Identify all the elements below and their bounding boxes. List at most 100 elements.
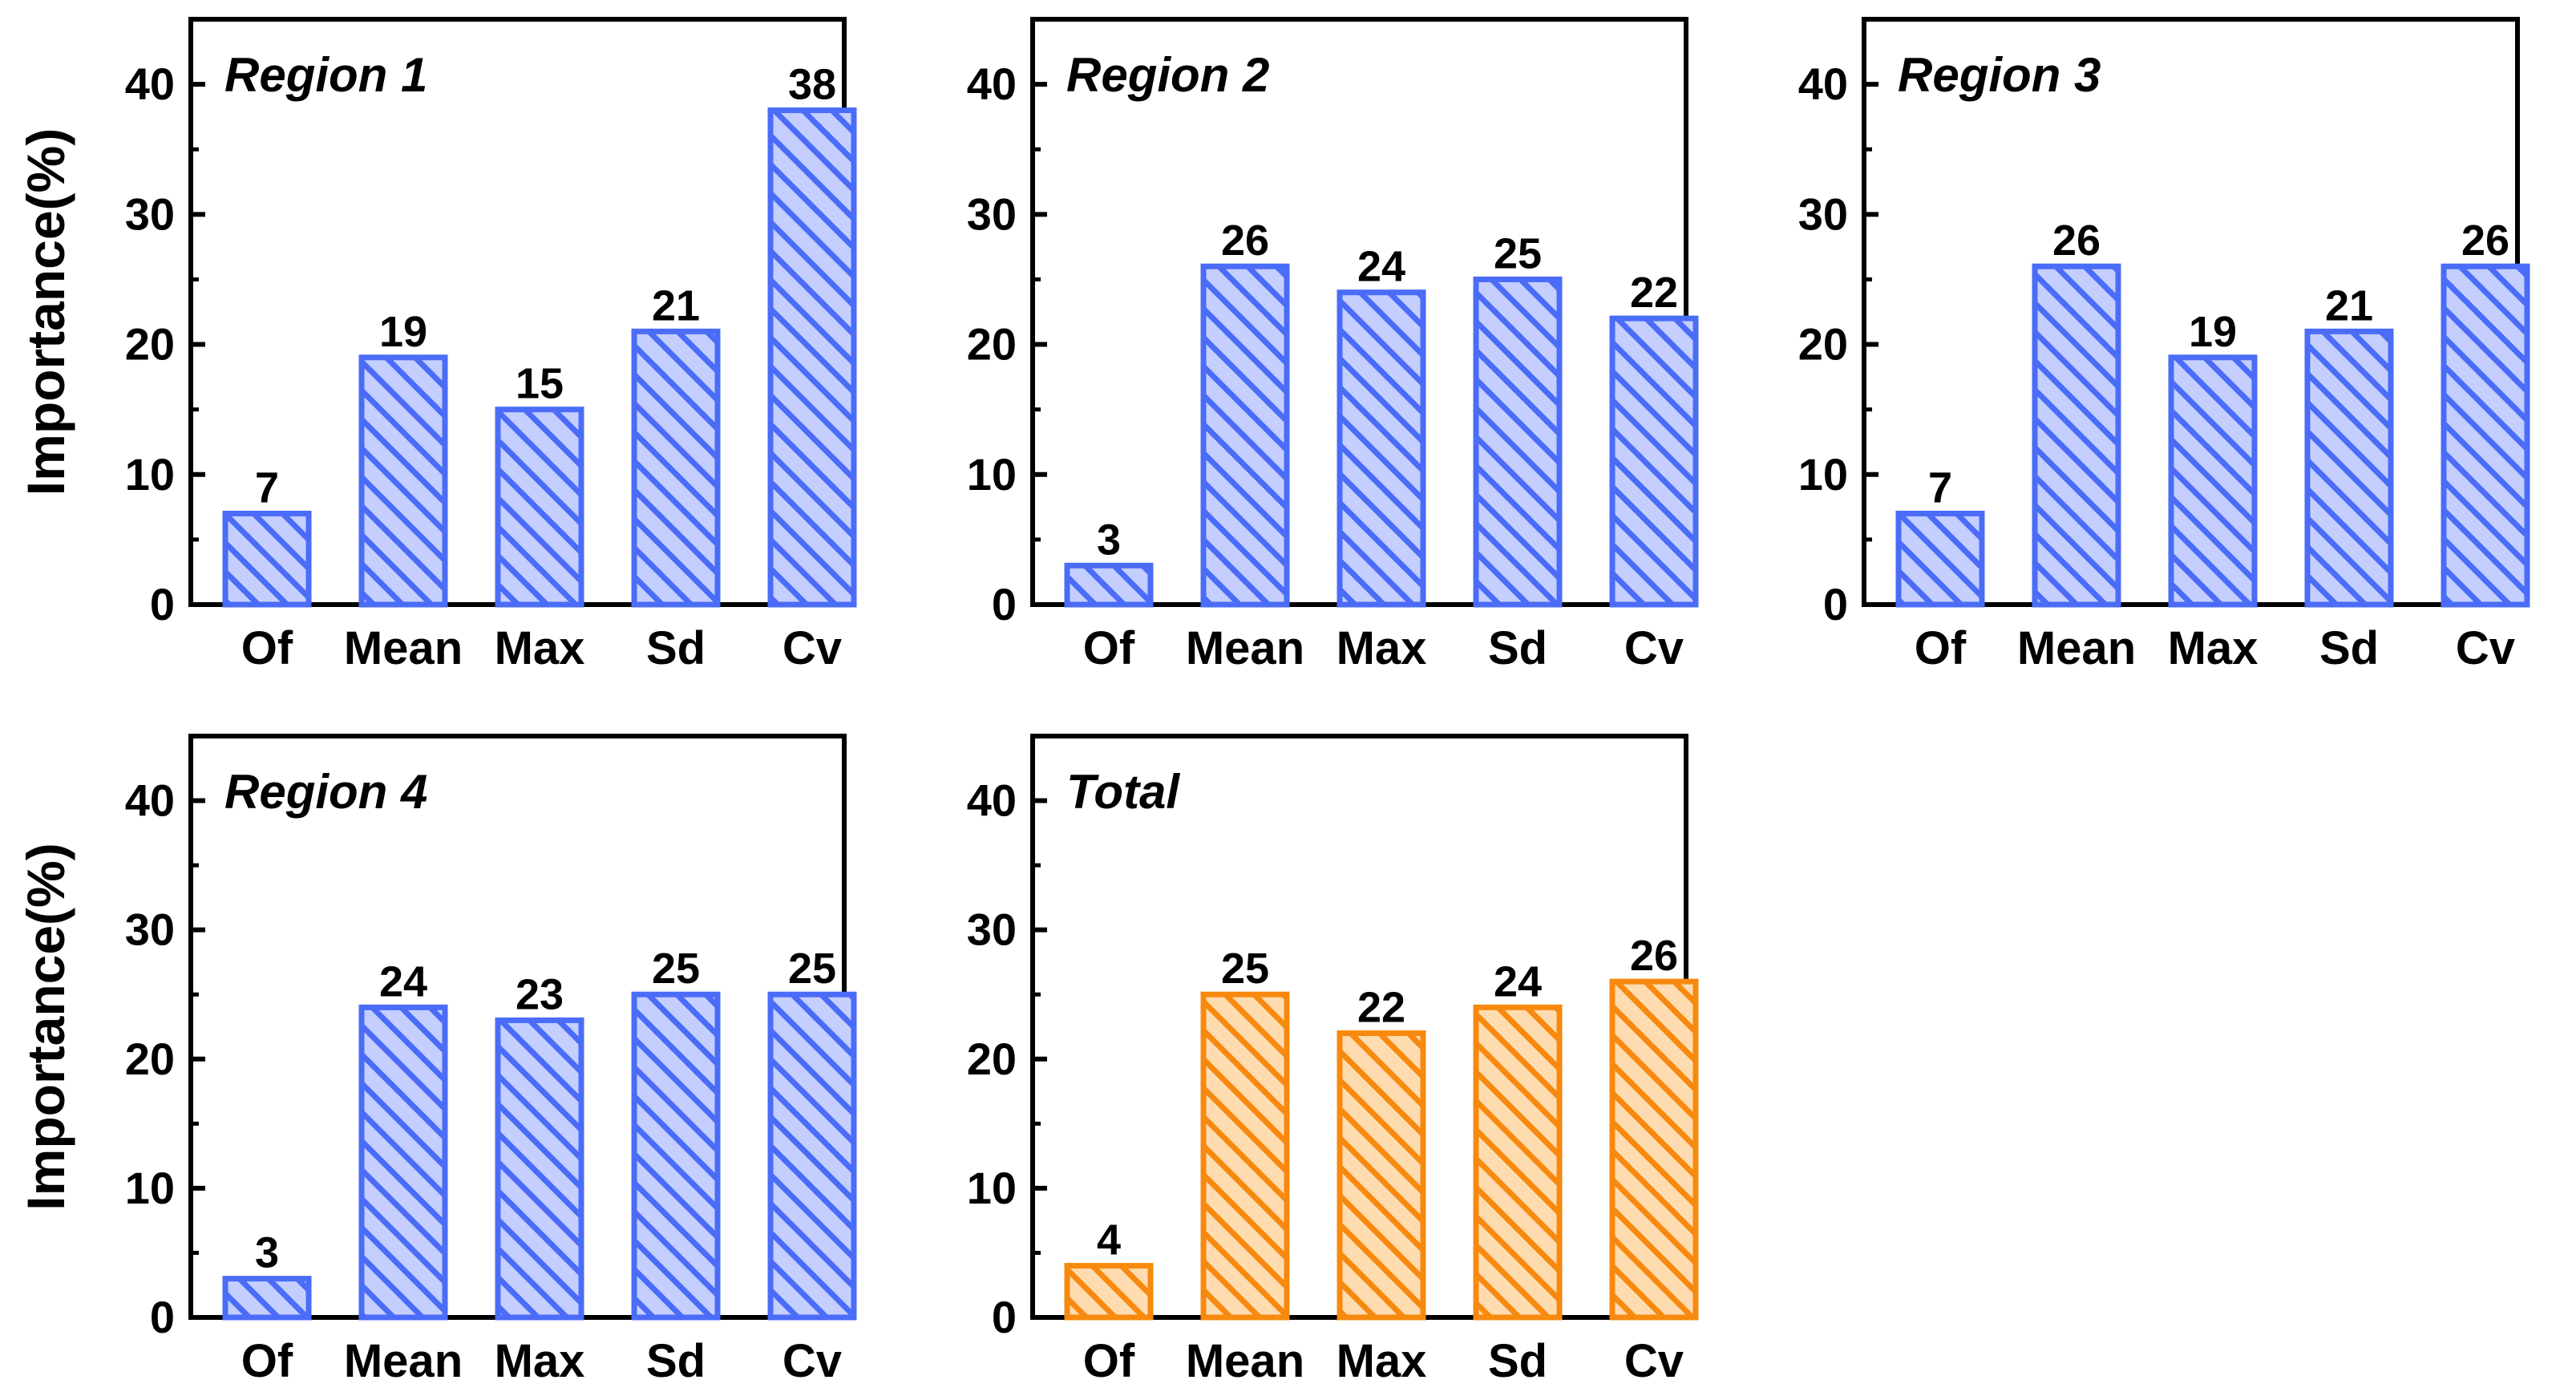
x-tick-label-of: Of: [1915, 622, 1967, 674]
x-tick-label-of: Of: [1083, 622, 1135, 674]
bar-of: [222, 1276, 312, 1321]
bar-mean: [1200, 991, 1290, 1321]
x-tick-label-cv: Cv: [783, 1335, 842, 1387]
x-tick-label-sd: Sd: [1488, 622, 1547, 674]
bar-cv: [767, 107, 857, 608]
data-label-max: 24: [1357, 243, 1405, 291]
data-label-cv: 22: [1630, 269, 1678, 317]
x-tick-label-max: Max: [495, 1335, 585, 1387]
panel-total: 0 10 20 30 40 4 Of 25 Mean 22 Max 24 Sd 26 Cv Total: [967, 734, 1699, 1387]
y-tick-label: 40: [125, 59, 175, 109]
y-tick-label: 40: [967, 59, 1017, 109]
y-tick-label: 40: [125, 775, 175, 826]
data-label-mean: 19: [379, 308, 427, 356]
bar-sd: [1473, 1004, 1563, 1321]
y-tick-label: 10: [125, 1163, 175, 1213]
bar-max: [495, 1017, 584, 1321]
bar-mean: [2032, 263, 2121, 608]
y-tick-label: 0: [150, 1292, 175, 1342]
data-label-sd: 25: [1494, 229, 1542, 277]
data-label-max: 19: [2189, 308, 2237, 356]
panel-title: Region 3: [1898, 48, 2101, 102]
x-tick-label-cv: Cv: [783, 622, 842, 674]
data-label-mean: 25: [1221, 945, 1269, 993]
data-label-mean: 26: [2052, 216, 2101, 265]
y-tick-label: 0: [150, 579, 175, 629]
x-tick-label-cv: Cv: [1624, 1335, 1684, 1387]
bar-sd: [631, 328, 721, 608]
data-label-cv: 26: [1630, 932, 1678, 980]
y-tick-label: 10: [1798, 449, 1848, 500]
y-axis-label: Importance(%): [16, 128, 75, 496]
x-tick-label-mean: Mean: [1186, 1335, 1304, 1387]
x-tick-label-mean: Mean: [2017, 622, 2136, 674]
data-label-cv: 25: [788, 945, 836, 993]
panel-region-4: 0 10 20 30 40 3 Of 24 Mean 23 Max 25 Sd 25 Cv Region 4 I…: [16, 734, 857, 1387]
x-tick-label-max: Max: [1337, 622, 1427, 674]
y-tick-label: 30: [1798, 188, 1848, 239]
data-label-max: 15: [516, 360, 564, 408]
y-tick-label: 10: [967, 449, 1017, 500]
bar-max: [1337, 289, 1426, 608]
x-tick-label-sd: Sd: [1488, 1335, 1547, 1387]
bar-cv: [1609, 315, 1699, 608]
bar-of: [1064, 1263, 1154, 1321]
panel-title: Region 1: [224, 48, 427, 102]
x-tick-label-sd: Sd: [2319, 622, 2379, 674]
bar-of: [1895, 510, 1985, 608]
x-tick-label-max: Max: [495, 622, 585, 674]
bar-mean: [358, 354, 448, 608]
data-label-max: 22: [1357, 984, 1405, 1032]
y-tick-label: 40: [1798, 59, 1848, 109]
x-tick-label-max: Max: [1337, 1335, 1427, 1387]
y-tick-label: 0: [992, 1292, 1017, 1342]
y-tick-label: 20: [1798, 319, 1848, 370]
data-label-of: 3: [1097, 516, 1121, 564]
y-tick-label: 20: [967, 1034, 1017, 1084]
bar-max: [495, 407, 584, 608]
y-tick-label: 0: [992, 579, 1017, 629]
y-tick-label: 30: [125, 188, 175, 239]
y-tick-label: 20: [125, 1034, 175, 1084]
x-tick-label-mean: Mean: [1186, 622, 1304, 674]
x-tick-label-cv: Cv: [1624, 622, 1684, 674]
data-label-of: 7: [255, 463, 279, 512]
data-label-sd: 25: [652, 945, 700, 993]
bar-max: [2168, 354, 2258, 608]
x-tick-label-sd: Sd: [646, 1335, 706, 1387]
data-label-of: 7: [1928, 463, 1952, 512]
y-tick-label: 0: [1823, 579, 1848, 629]
bar-mean: [1200, 263, 1290, 608]
y-tick-label: 30: [125, 904, 175, 955]
bar-max: [1337, 1030, 1426, 1321]
data-label-of: 4: [1097, 1216, 1121, 1264]
bar-sd: [2304, 328, 2394, 608]
data-label-cv: 38: [788, 61, 836, 109]
bar-sd: [631, 991, 721, 1321]
x-tick-label-mean: Mean: [344, 1335, 463, 1387]
panel-region-1: 0 10 20 30 40 7 Of 19 Mean 15 Max 21 Sd 38 Cv Region 1 I…: [16, 17, 857, 674]
bar-of: [222, 510, 312, 608]
data-label-of: 3: [255, 1229, 279, 1277]
panel-region-2: 0 10 20 30 40 3 Of 26 Mean 24 Max 25 Sd 22 Cv Region 2: [967, 17, 1699, 674]
data-label-cv: 26: [2461, 216, 2509, 265]
x-tick-label-of: Of: [241, 1335, 293, 1387]
bar-sd: [1473, 276, 1563, 608]
x-tick-label-sd: Sd: [646, 622, 706, 674]
y-tick-label: 20: [967, 319, 1017, 370]
y-tick-label: 20: [125, 319, 175, 370]
data-label-sd: 21: [652, 281, 700, 330]
data-label-sd: 24: [1494, 957, 1542, 1006]
y-tick-label: 10: [967, 1163, 1017, 1213]
bar-cv: [767, 991, 857, 1321]
x-tick-label-cv: Cv: [2456, 622, 2515, 674]
bar-mean: [358, 1004, 448, 1321]
bar-of: [1064, 562, 1154, 608]
y-tick-label: 30: [967, 188, 1017, 239]
panel-region-3: 0 10 20 30 40 7 Of 26 Mean 19 Max 21 Sd 26 Cv Region 3: [1798, 17, 2530, 674]
bar-cv: [2441, 263, 2530, 608]
y-tick-label: 30: [967, 904, 1017, 955]
data-label-sd: 21: [2325, 281, 2373, 330]
data-label-mean: 26: [1221, 216, 1269, 265]
